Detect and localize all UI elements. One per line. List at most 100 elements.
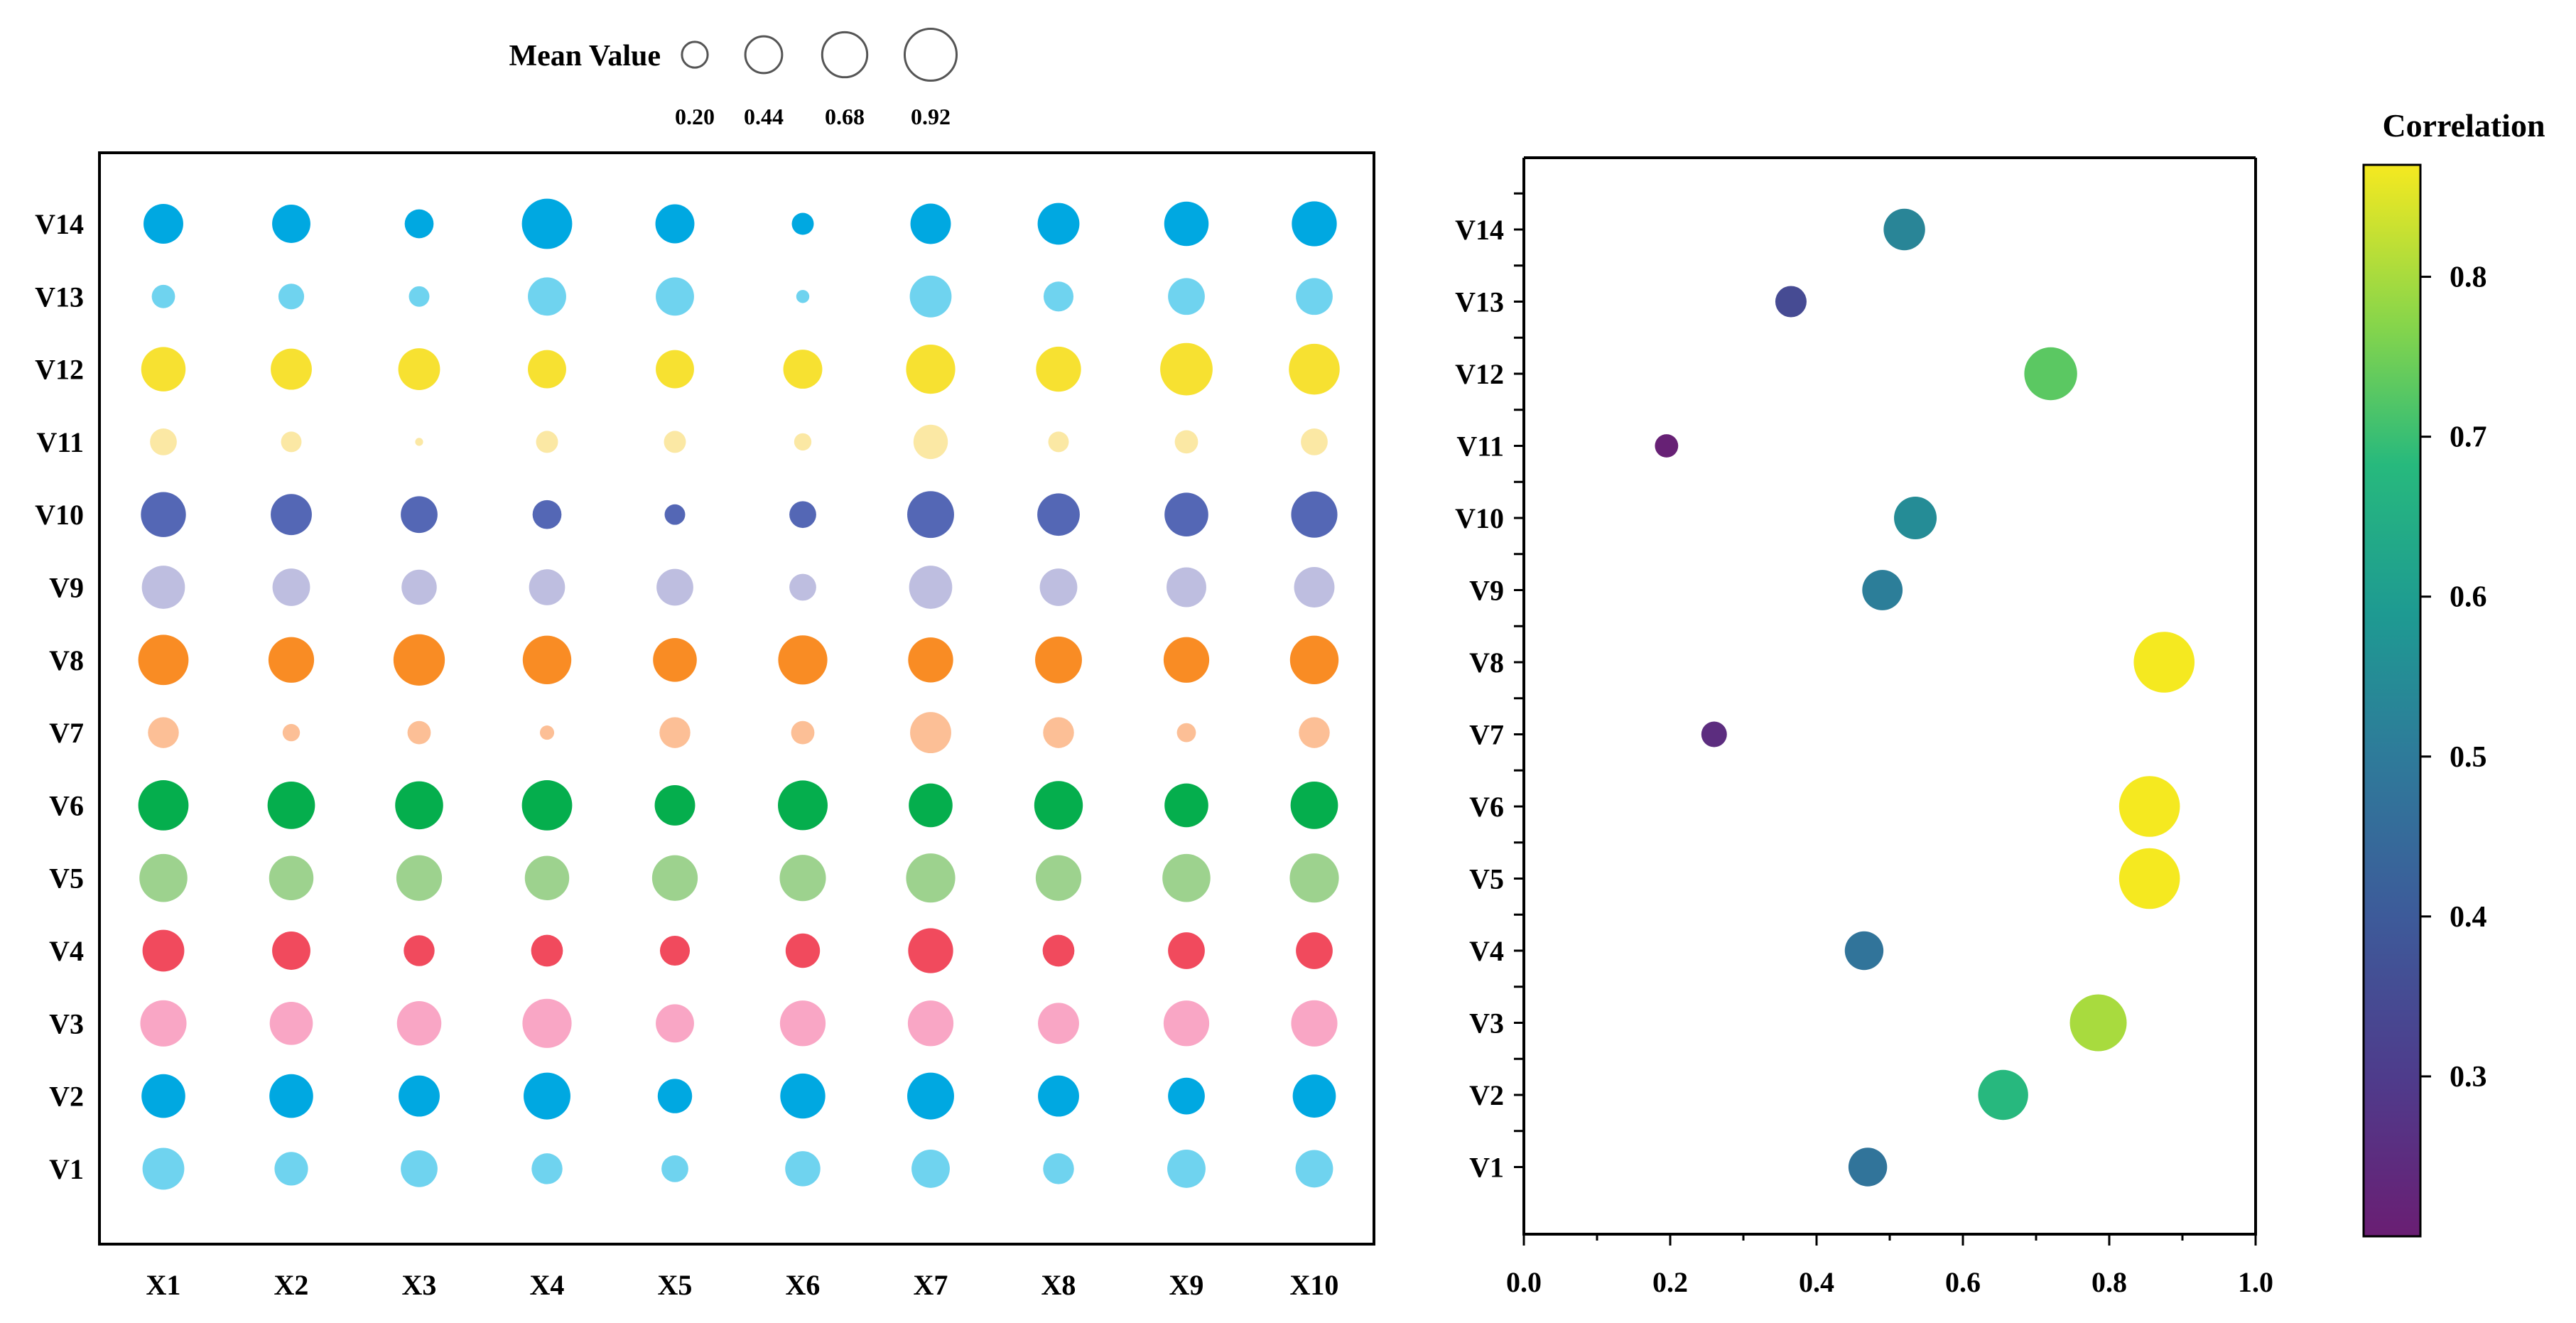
bubble-v11-x3 <box>415 438 423 446</box>
bubble-v3-x5 <box>656 1004 694 1043</box>
bubble-grid-frame <box>98 151 1375 1246</box>
bubble-v14-x2 <box>272 205 310 243</box>
bubble-v9-x8 <box>1039 568 1078 606</box>
colorbar-tick-label: 0.7 <box>2450 421 2487 454</box>
scatter-y-label-v8: V8 <box>1469 647 1504 679</box>
bubble-v5-x5 <box>651 855 698 901</box>
bubble-v3-x7 <box>907 1000 954 1047</box>
bubble-v1-x2 <box>274 1152 308 1186</box>
bubble-v3-x10 <box>1291 1000 1338 1047</box>
size-legend-circle <box>744 35 784 75</box>
bubble-v11-x9 <box>1174 430 1198 454</box>
bubble-v7-x2 <box>282 723 301 742</box>
bubble-v12-x8 <box>1036 346 1081 392</box>
scatter-panel: V1 V2 V3 V4 V5 V6 V7 V8 V9 V10 V11 V12 V13 V14 0.0 0.2… <box>1455 156 2273 1298</box>
bubble-v12-x2 <box>271 348 312 390</box>
bubble-v7-x8 <box>1043 717 1074 748</box>
scatter-y-label-v14: V14 <box>1455 214 1504 246</box>
bubble-v5-x6 <box>779 855 826 902</box>
bubble-v7-x10 <box>1299 717 1330 748</box>
scatter-y-label-v10: V10 <box>1455 502 1504 534</box>
bubble-v8-x2 <box>268 637 315 683</box>
bubble-grid-x-label-x7: X7 <box>914 1269 948 1301</box>
bubble-v3-x9 <box>1163 1000 1210 1047</box>
bubble-v1-x6 <box>785 1151 821 1187</box>
bubble-grid-y-label-v5: V5 <box>49 863 84 895</box>
bubble-v1-x8 <box>1043 1153 1074 1184</box>
bubble-grid-y-label-v1: V1 <box>49 1153 84 1185</box>
bubble-grid-x-tick-labels: X1 X2 X3 X4 X5 X6 X7 X8 X9 X10 <box>146 1269 1339 1301</box>
size-legend-label: 0.20 <box>675 104 715 129</box>
bubble-v7-x7 <box>910 712 951 754</box>
scatter-point-v9 <box>1862 570 1903 610</box>
scatter-y-label-v7: V7 <box>1469 719 1504 751</box>
bubble-v8-x10 <box>1289 635 1339 684</box>
bubble-v13-x1 <box>151 284 175 308</box>
bubble-v11-x5 <box>664 431 686 453</box>
bubble-v1-x5 <box>661 1155 688 1182</box>
bubble-layer <box>138 198 1340 1190</box>
scatter-y-label-v4: V4 <box>1469 935 1504 967</box>
bubble-v10-x1 <box>141 492 186 537</box>
bubble-v11-x10 <box>1301 428 1328 455</box>
colorbar-tick-label: 0.3 <box>2450 1061 2487 1094</box>
bubble-v1-x9 <box>1167 1149 1206 1188</box>
bubble-v10-x5 <box>664 504 686 525</box>
bubble-v2-x4 <box>524 1072 570 1120</box>
size-legend-label: 0.44 <box>744 104 784 129</box>
bubble-v12-x10 <box>1289 343 1340 395</box>
bubble-v6-x3 <box>395 781 443 830</box>
bubble-v10-x6 <box>789 501 816 529</box>
bubble-grid-y-label-v13: V13 <box>35 281 84 313</box>
colorbar-ticks: 0.3 0.4 0.5 0.6 0.7 0.8 <box>2420 261 2487 1094</box>
bubble-grid-y-label-v8: V8 <box>49 644 84 676</box>
bubble-v14-x10 <box>1292 201 1337 247</box>
bubble-grid-x-label-x3: X3 <box>402 1269 437 1301</box>
scatter-point-v8 <box>2133 632 2195 693</box>
scatter-y-label-v6: V6 <box>1469 791 1504 823</box>
size-legend: Mean Value 0.20 0.44 0.68 0.92 <box>509 27 958 129</box>
bubble-v4-x5 <box>659 935 691 966</box>
bubble-v2-x8 <box>1038 1075 1079 1117</box>
bubble-v4-x8 <box>1042 934 1075 967</box>
scatter-point-v10 <box>1894 497 1937 539</box>
size-legend-label: 0.92 <box>911 104 951 129</box>
bubble-v12-x6 <box>783 350 823 389</box>
bubble-v6-x6 <box>778 780 828 831</box>
bubble-v13-x4 <box>528 277 566 316</box>
bubble-v12-x4 <box>528 350 566 389</box>
bubble-v5-x7 <box>906 853 956 903</box>
colorbar-tick-label: 0.4 <box>2450 901 2487 934</box>
bubble-v13-x2 <box>278 284 305 310</box>
bubble-v6-x8 <box>1034 781 1083 830</box>
bubble-v14-x3 <box>404 209 434 239</box>
bubble-v10-x4 <box>532 500 562 529</box>
colorbar-tick-label: 0.6 <box>2450 581 2487 614</box>
bubble-v10-x2 <box>271 494 312 536</box>
bubble-grid-x-label-x1: X1 <box>146 1269 181 1301</box>
scatter-x-label: 0.4 <box>1799 1266 1834 1298</box>
scatter-point-v7 <box>1701 721 1727 747</box>
bubble-v3-x4 <box>522 998 572 1048</box>
bubble-v1-x1 <box>142 1148 185 1190</box>
bubble-v6-x9 <box>1164 783 1208 828</box>
bubble-v8-x3 <box>393 634 445 686</box>
bubble-v12-x5 <box>656 350 694 389</box>
bubble-v6-x2 <box>267 782 315 829</box>
bubble-v14-x1 <box>144 204 183 244</box>
bubble-v14-x4 <box>521 198 573 249</box>
bubble-grid-x-label-x8: X8 <box>1041 1269 1076 1301</box>
bubble-v1-x7 <box>911 1149 950 1188</box>
bubble-v8-x8 <box>1035 636 1082 684</box>
bubble-v9-x1 <box>141 566 185 609</box>
bubble-v7-x5 <box>659 717 691 748</box>
bubble-grid-y-label-v9: V9 <box>49 572 84 604</box>
colorbar: Correlation 0.3 0.4 0.5 0.6 0.7 0.8 <box>2362 107 2545 1238</box>
bubble-grid-y-label-v3: V3 <box>49 1008 84 1040</box>
size-legend-items: 0.20 0.44 0.68 0.92 <box>675 27 958 129</box>
bubble-v3-x6 <box>779 1000 826 1047</box>
scatter-y-label-v12: V12 <box>1455 358 1504 390</box>
bubble-v1-x4 <box>531 1153 563 1184</box>
bubble-v2-x10 <box>1292 1074 1336 1118</box>
